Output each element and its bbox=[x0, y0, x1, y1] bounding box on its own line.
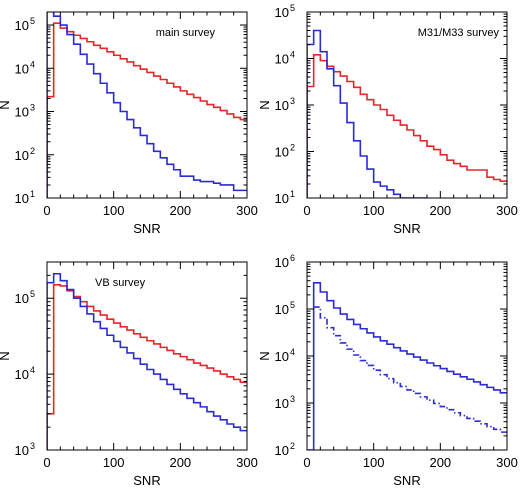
y-tick-label-exponent: 5 bbox=[30, 16, 35, 26]
panel-vb-survey: 0100200300103104105SNRNVB survey bbox=[0, 261, 258, 488]
y-tick-label-exponent: 6 bbox=[290, 253, 295, 263]
series-blue-solid-line bbox=[47, 272, 247, 450]
x-tick-label: 0 bbox=[303, 203, 310, 218]
y-tick-label-exponent: 5 bbox=[30, 289, 35, 299]
y-tick-label: 10 bbox=[15, 291, 29, 306]
x-tick-label: 200 bbox=[429, 203, 451, 218]
series-group bbox=[47, 12, 247, 198]
y-axis-label: N bbox=[0, 351, 12, 360]
y-tick-label: 10 bbox=[275, 302, 289, 317]
x-tick-label: 0 bbox=[43, 455, 50, 470]
x-tick-label: 100 bbox=[363, 203, 385, 218]
x-tick-label: 300 bbox=[496, 455, 518, 470]
series-group bbox=[47, 272, 247, 450]
y-tick-label-exponent: 4 bbox=[290, 50, 295, 60]
y-tick-label-exponent: 2 bbox=[30, 146, 35, 156]
series-blue-solid-line bbox=[307, 282, 507, 450]
x-tick-label: 0 bbox=[43, 203, 50, 218]
x-tick-label: 300 bbox=[236, 455, 258, 470]
y-tick-label-exponent: 3 bbox=[290, 96, 295, 106]
series-group bbox=[307, 29, 507, 198]
y-tick-label: 10 bbox=[15, 148, 29, 163]
series-blue-solid-line bbox=[307, 29, 427, 198]
x-tick-label: 100 bbox=[363, 455, 385, 470]
series-red-solid-line bbox=[47, 22, 247, 198]
x-tick-label: 300 bbox=[236, 203, 258, 218]
y-tick-label: 10 bbox=[275, 5, 289, 20]
y-tick-label: 10 bbox=[15, 105, 29, 120]
y-tick-label-exponent: 2 bbox=[290, 143, 295, 153]
y-tick-label-exponent: 5 bbox=[290, 3, 295, 13]
panel-main-survey: 0100200300101102103104105SNRNmain survey bbox=[0, 11, 258, 236]
y-tick-label: 10 bbox=[275, 98, 289, 113]
x-tick-label: 100 bbox=[103, 203, 125, 218]
x-axis-label: SNR bbox=[133, 221, 160, 236]
panel-annotation: main survey bbox=[156, 27, 216, 39]
y-tick-label: 10 bbox=[15, 443, 29, 458]
y-tick-label-exponent: 4 bbox=[30, 59, 35, 69]
y-tick-label-exponent: 2 bbox=[290, 441, 295, 451]
x-axis-label: SNR bbox=[133, 473, 160, 488]
y-tick-label: 10 bbox=[15, 18, 29, 33]
series-group bbox=[307, 282, 507, 450]
series-blue-dashdot-line bbox=[313, 306, 507, 433]
plot-frame bbox=[46, 11, 248, 199]
y-tick-label: 10 bbox=[15, 191, 29, 206]
y-tick-label: 10 bbox=[275, 443, 289, 458]
y-tick-label: 10 bbox=[275, 255, 289, 270]
x-tick-label: 200 bbox=[169, 203, 191, 218]
x-tick-label: 0 bbox=[303, 455, 310, 470]
plot-frame bbox=[46, 261, 248, 451]
x-tick-label: 300 bbox=[496, 203, 518, 218]
y-axis-label: N bbox=[257, 100, 272, 109]
y-tick-label: 10 bbox=[275, 191, 289, 206]
x-tick-label: 200 bbox=[169, 455, 191, 470]
y-tick-label-exponent: 3 bbox=[290, 394, 295, 404]
y-tick-label: 10 bbox=[15, 61, 29, 76]
series-red-solid-line bbox=[307, 54, 507, 198]
y-tick-label-exponent: 4 bbox=[30, 365, 35, 375]
x-tick-label: 200 bbox=[429, 455, 451, 470]
x-axis-label: SNR bbox=[393, 473, 420, 488]
series-blue-solid-line bbox=[47, 12, 247, 198]
y-axis-label: N bbox=[257, 351, 272, 360]
y-tick-label: 10 bbox=[275, 145, 289, 160]
y-tick-label: 10 bbox=[15, 367, 29, 382]
series-red-solid-line bbox=[47, 284, 247, 450]
y-tick-label-exponent: 1 bbox=[290, 189, 295, 199]
y-tick-label-exponent: 3 bbox=[30, 103, 35, 113]
panel-annotation: M31/M33 survey bbox=[418, 27, 500, 39]
y-tick-label-exponent: 1 bbox=[30, 189, 35, 199]
y-axis-label: N bbox=[0, 100, 12, 109]
y-tick-label: 10 bbox=[275, 396, 289, 411]
y-tick-label-exponent: 4 bbox=[290, 347, 295, 357]
y-tick-label-exponent: 3 bbox=[30, 441, 35, 451]
x-tick-label: 100 bbox=[103, 455, 125, 470]
x-axis-label: SNR bbox=[393, 221, 420, 236]
y-tick-label-exponent: 5 bbox=[290, 300, 295, 310]
panel-annotation: VB survey bbox=[95, 277, 146, 289]
y-tick-label: 10 bbox=[275, 52, 289, 67]
y-tick-label: 10 bbox=[275, 349, 289, 364]
